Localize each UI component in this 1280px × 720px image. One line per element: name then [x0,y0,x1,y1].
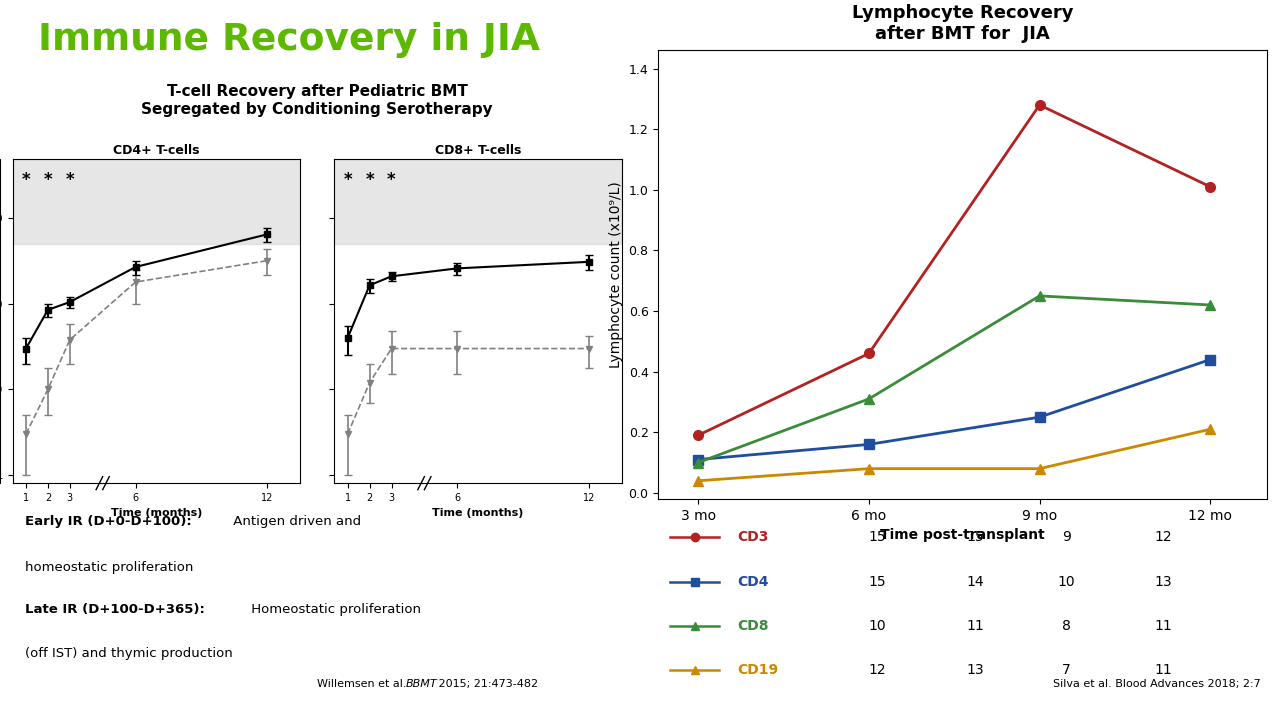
Text: T-cell Recovery after Pediatric BMT
Segregated by Conditioning Serotherapy: T-cell Recovery after Pediatric BMT Segr… [142,84,493,117]
Text: *: * [65,171,74,189]
Text: *: * [44,171,52,189]
Text: *: * [343,171,352,189]
Text: Silva et al. Blood Advances 2018; 2:7: Silva et al. Blood Advances 2018; 2:7 [1053,679,1261,689]
Text: 7: 7 [1062,663,1070,677]
Text: CD8: CD8 [737,618,769,633]
Text: Early IR (D+0-D+100):: Early IR (D+0-D+100): [26,516,192,528]
Title: Lymphocyte Recovery
after BMT for  JIA: Lymphocyte Recovery after BMT for JIA [852,4,1074,43]
Text: 9: 9 [1062,531,1070,544]
Bar [334,158,622,244]
Text: Homeostatic proliferation: Homeostatic proliferation [247,603,421,616]
Text: 11: 11 [966,618,984,633]
Text: Antigen driven and: Antigen driven and [229,516,361,528]
Text: 15: 15 [869,531,886,544]
Text: 15: 15 [869,575,886,589]
Text: *: * [22,171,31,189]
Text: *: * [365,171,374,189]
Text: 13: 13 [966,663,984,677]
Text: 12: 12 [869,663,886,677]
Text: 11: 11 [1155,663,1172,677]
Text: CD3: CD3 [737,531,769,544]
Text: CD19: CD19 [737,663,778,677]
Text: homeostatic proliferation: homeostatic proliferation [26,562,193,575]
X-axis label: Time post-transplant: Time post-transplant [881,528,1044,542]
Text: Late IR (D+100-D+365):: Late IR (D+100-D+365): [26,603,205,616]
Bar [13,158,300,244]
Text: CD4: CD4 [737,575,769,589]
X-axis label: Time (months): Time (months) [433,508,524,518]
Title: CD4+ T-cells: CD4+ T-cells [113,145,200,158]
Title: CD8+ T-cells: CD8+ T-cells [435,145,521,158]
Text: 15: 15 [966,531,984,544]
Text: 12: 12 [1155,531,1172,544]
Text: 13: 13 [1155,575,1172,589]
Text: 8: 8 [1062,618,1070,633]
Text: 2015; 21:473-482: 2015; 21:473-482 [435,679,539,689]
Text: Immune Recovery in JIA: Immune Recovery in JIA [38,22,540,58]
Text: 11: 11 [1155,618,1172,633]
Text: (off IST) and thymic production: (off IST) and thymic production [26,647,233,660]
Text: 10: 10 [1057,575,1075,589]
Text: *: * [387,171,396,189]
Text: BBMT: BBMT [406,679,438,689]
Text: 14: 14 [966,575,984,589]
Text: 10: 10 [869,618,886,633]
Text: Willemsen et al.: Willemsen et al. [317,679,411,689]
X-axis label: Time (months): Time (months) [111,508,202,518]
Y-axis label: Lymphocyte count (x10⁹/L): Lymphocyte count (x10⁹/L) [609,181,623,368]
